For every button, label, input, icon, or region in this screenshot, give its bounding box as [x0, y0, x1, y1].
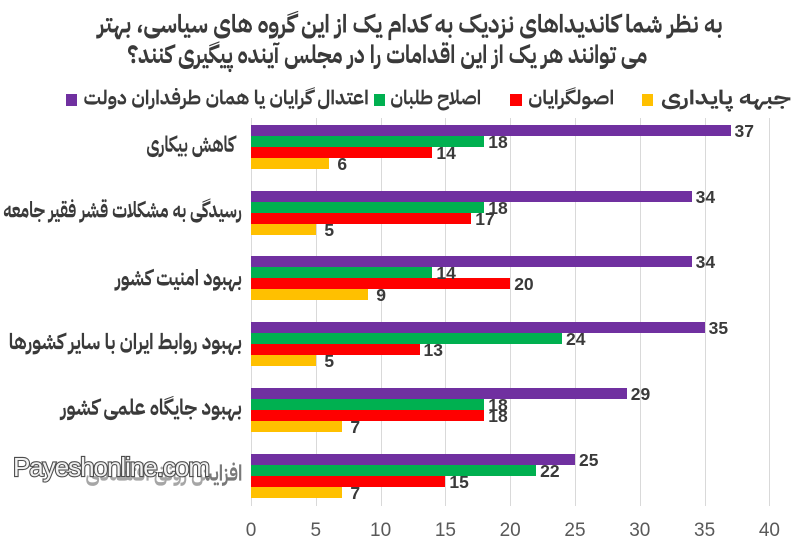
- svg-text:Payeshonline.com: Payeshonline.com: [13, 452, 210, 482]
